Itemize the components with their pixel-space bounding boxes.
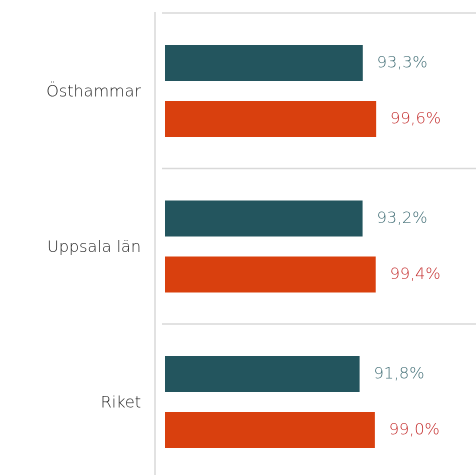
bar xyxy=(165,356,360,392)
bar xyxy=(165,101,377,137)
value-label: 93,3% xyxy=(377,53,428,72)
category-label: Östhammar xyxy=(46,82,141,101)
bar xyxy=(165,256,376,293)
value-label: 91,8% xyxy=(374,364,425,383)
category-label: Riket xyxy=(101,393,141,412)
value-label: 99,4% xyxy=(390,264,441,283)
value-label: 93,2% xyxy=(377,208,428,227)
bar xyxy=(165,45,363,81)
category-label: Uppsala län xyxy=(47,237,141,256)
bar xyxy=(165,200,363,237)
bar xyxy=(165,412,375,448)
value-label: 99,6% xyxy=(390,109,441,128)
value-label: 99,0% xyxy=(389,420,440,439)
